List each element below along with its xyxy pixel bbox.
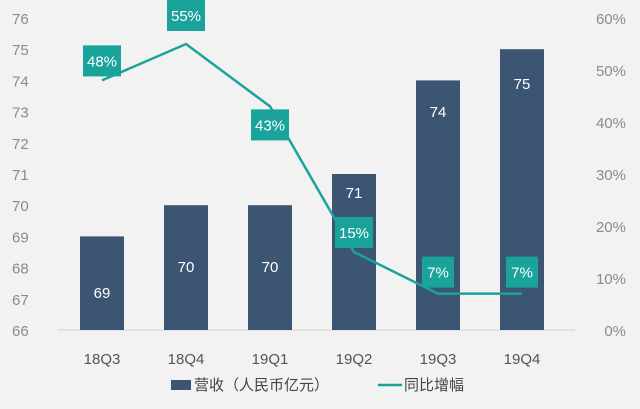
line-label-box (335, 217, 373, 248)
line-label-text: 55% (171, 8, 201, 25)
left-tick-label: 72 (12, 136, 29, 153)
x-tick-label: 18Q4 (168, 351, 205, 368)
x-tick-label: 18Q3 (84, 351, 121, 368)
bar (80, 236, 124, 330)
left-tick-label: 69 (12, 229, 29, 246)
line-label-text: 48% (87, 53, 117, 70)
left-tick-label: 66 (12, 323, 29, 340)
bar-data-label: 74 (430, 104, 447, 121)
right-tick-label: 20% (596, 219, 626, 236)
line-series: 48% 55% 43% 15% 7% 7% (83, 0, 538, 295)
left-tick-label: 68 (12, 261, 29, 278)
line-label-text: 7% (511, 265, 533, 282)
left-tick-label: 76 (12, 11, 29, 28)
line-data-label: 15% (335, 217, 373, 248)
left-tick-label: 75 (12, 42, 29, 59)
line-data-label: 48% (83, 45, 121, 77)
line-data-label: 43% (251, 109, 289, 141)
left-tick-label: 73 (12, 105, 29, 122)
left-tick-label: 74 (12, 73, 29, 90)
legend-swatch-revenue (171, 380, 191, 390)
left-tick-label: 71 (12, 167, 29, 184)
right-tick-label: 40% (596, 115, 626, 132)
left-axis: 66 67 68 69 70 71 72 73 74 75 76 (12, 11, 29, 340)
bar-data-label: 71 (346, 185, 363, 202)
left-tick-label: 70 (12, 198, 29, 215)
bar-data-label: 70 (178, 259, 195, 276)
line-label-text: 7% (427, 265, 449, 282)
line-label-box (251, 109, 289, 141)
right-tick-label: 0% (604, 323, 626, 340)
x-tick-label: 19Q3 (420, 351, 457, 368)
line-data-label: 7% (506, 256, 538, 288)
line-label-box (506, 256, 538, 288)
line-data-label: 7% (422, 256, 454, 288)
bar (248, 205, 292, 330)
bar (164, 205, 208, 330)
line-label-text: 15% (339, 225, 369, 242)
right-tick-label: 50% (596, 63, 626, 80)
line-label-text: 43% (255, 117, 285, 134)
x-tick-label: 19Q2 (336, 351, 373, 368)
bar-series: 69 70 70 71 74 75 (80, 49, 544, 331)
legend-label-growth: 同比增幅 (404, 377, 464, 394)
right-tick-label: 60% (596, 11, 626, 28)
bar-data-label: 75 (514, 76, 531, 93)
legend-label-revenue: 营收（人民币亿元） (194, 377, 329, 394)
line-data-label: 55% (167, 0, 205, 31)
right-axis: 0% 10% 20% 30% 40% 50% 60% (596, 11, 626, 340)
growth-line (101, 42, 522, 295)
bar (416, 80, 460, 331)
x-axis: 18Q3 18Q4 19Q1 19Q2 19Q3 19Q4 (84, 351, 541, 368)
line-label-box (422, 256, 454, 288)
line-label-box (83, 45, 121, 77)
x-tick-label: 19Q1 (252, 351, 289, 368)
x-tick-label: 19Q4 (504, 351, 541, 368)
line-label-box (167, 0, 205, 31)
right-tick-label: 30% (596, 167, 626, 184)
left-tick-label: 67 (12, 292, 29, 309)
legend: 营收（人民币亿元） 同比增幅 (171, 377, 464, 394)
bar-data-label: 69 (94, 285, 111, 302)
right-tick-label: 10% (596, 271, 626, 288)
bar-data-label: 70 (262, 259, 279, 276)
